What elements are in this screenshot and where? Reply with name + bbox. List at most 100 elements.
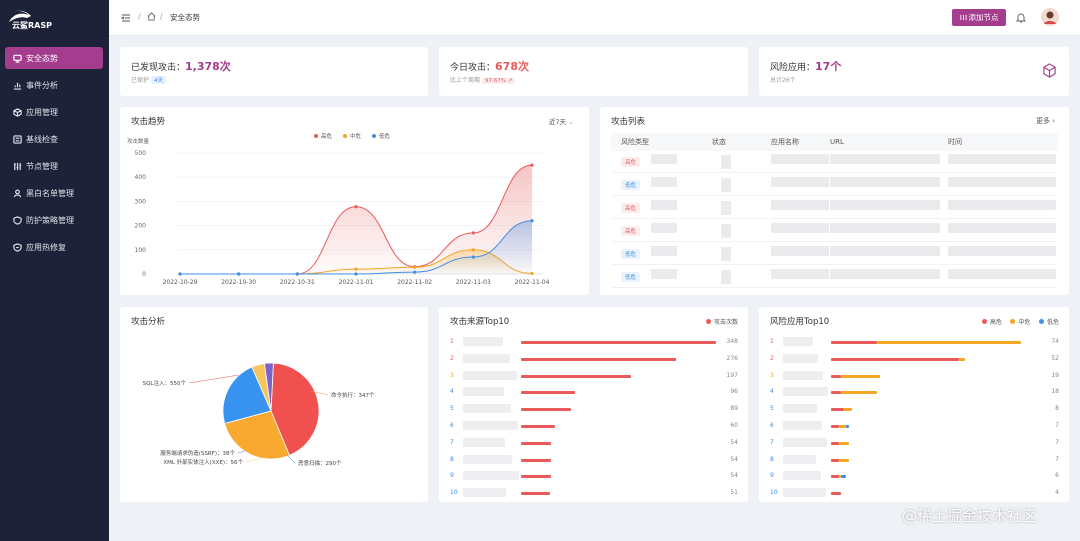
redacted-cell [721,247,731,261]
attack-trend-chart: 攻击数量 0 100 200 300 400 500 2022-10-29 2022-10-30… [127,132,550,286]
menu-fold-icon[interactable] [121,13,131,23]
sidebar-item-5[interactable]: 黑白名单管理 [5,182,103,204]
redacted-cell [771,269,829,279]
home-icon[interactable] [147,12,156,21]
risk-level-tag: 高危 [621,226,641,236]
bar-segment [841,391,878,395]
redacted-cell [771,223,829,233]
data-point [413,265,417,269]
bar-segment [959,357,965,361]
x-tick-label: 2022-10-31 [280,279,315,286]
pie-slice [222,366,272,424]
bar [521,341,716,344]
bar-value: 89 [730,405,738,413]
rank-number: 5 [770,405,774,413]
attack-sources-card: 攻击来源Top10 攻击次数 1 348 2 276 3 197 4 96 5 89 6 60 7 54 8… [439,307,748,502]
redacted-cell [721,270,731,284]
redacted-source [463,488,506,498]
label-leader [237,450,246,454]
redacted-source [463,437,505,447]
attack-list-title: 攻击列表 [611,117,646,127]
table-row[interactable]: 高危 [611,220,1058,242]
bell-icon[interactable] [1016,12,1026,23]
bar [521,408,571,412]
y-tick-label: 400 [135,174,147,181]
redacted-source [463,370,517,380]
attack-analysis-title: 攻击分析 [131,317,166,327]
breadcrumb-current: 安全态势 [170,13,200,22]
risk-apps-top10-card: 风险应用Top10 高危 中危 低危 1 74 2 52 3 19 4 18 5 8 6 7 7 7 8 7 9… [759,307,1069,502]
redacted-cell [651,223,677,233]
risk-apps-legend: 高危 中危 低危 [976,317,1059,326]
table-row[interactable]: 低危 [611,174,1058,196]
sidebar: 云鲨RASP 安全态势 事件分析 应用管理 基线检查 节点管理 黑白名单管理 防护策略管理应… [0,0,109,541]
more-link[interactable]: 更多 › [1036,117,1056,125]
sliders-icon [959,14,967,21]
attack-trend-title: 攻击趋势 [131,117,166,127]
sidebar-item-3[interactable]: 基线检查 [5,128,103,150]
table-row[interactable]: 低危 [611,266,1058,288]
redacted-cell [651,246,677,256]
legend-low: 低危 [1046,319,1059,326]
rank-number: 3 [770,371,774,379]
bar-value: 52 [1051,354,1059,362]
sidebar-item-0[interactable]: 安全态势 [5,47,103,69]
table-row[interactable]: 高危 [611,197,1058,219]
bar-segment [841,374,880,378]
redacted-cell [948,223,1056,233]
redacted-app [783,353,818,363]
table-header: 风险类型 状态 应用名称 URL 时间 [611,133,1058,151]
redacted-cell [948,269,1056,279]
redacted-source [463,353,510,363]
redacted-cell [830,154,940,164]
sidebar-item-2[interactable]: 应用管理 [5,101,103,123]
label-leader [286,454,296,464]
x-tick-label: 2022-11-01 [339,279,374,286]
redacted-app [783,387,828,397]
redacted-cell [721,201,731,215]
y-tick-label: 300 [135,198,147,205]
pie-slice [264,362,274,412]
add-node-button[interactable]: 添加节点 [952,9,1006,26]
range-select[interactable]: 近7天 ⌄ [549,116,574,126]
monitor-icon [13,54,22,63]
sidebar-item-7[interactable]: 应用热修复 [5,236,103,258]
sidebar-item-6[interactable]: 防护策略管理 [5,209,103,231]
column-header-time: 时间 [948,138,962,146]
sidebar-item-1[interactable]: 事件分析 [5,74,103,96]
x-tick-label: 2022-11-03 [456,279,491,286]
avatar[interactable] [1041,8,1059,26]
attack-list-card: 攻击列表 更多 › 风险类型 状态 应用名称 URL 时间 高危 低危 高危 高危 低危… [600,107,1069,295]
data-point [354,267,358,271]
sliders-icon [13,162,22,170]
attack-analysis-card: 攻击分析 SQL注入：550个 命令执行：347个 恶意扫描：290个 XML 外部实… [120,307,428,502]
data-point [530,219,534,223]
column-header-url: URL [830,138,844,146]
risk-apps-top10-title: 风险应用Top10 [770,317,830,327]
bar-segment [838,441,849,445]
list-icon [13,134,22,144]
redacted-cell [830,200,940,210]
column-header-risk-type: 风险类型 [621,138,649,146]
redacted-app [783,404,817,414]
today-attacks-label: 今日攻击： [450,63,496,73]
add-node-label: 添加节点 [968,13,999,22]
series-area [180,220,532,274]
table-row[interactable]: 高危 [611,151,1058,173]
attack-sources-legend: 攻击次数 [700,317,738,326]
data-point [530,163,534,167]
rank-number: 1 [770,338,774,345]
sidebar-item-label: 应用管理 [26,107,58,117]
bar-value: 54 [730,472,738,480]
redacted-app [783,471,821,481]
bar-segment [843,408,852,412]
cube-icon [1043,63,1056,78]
redacted-app [783,337,813,346]
user-icon [13,188,22,197]
sidebar-item-4[interactable]: 节点管理 [5,155,103,177]
pie-slice [224,410,290,460]
bar-segment [831,374,842,378]
rank-number: 4 [770,388,774,396]
table-row[interactable]: 低危 [611,243,1058,265]
